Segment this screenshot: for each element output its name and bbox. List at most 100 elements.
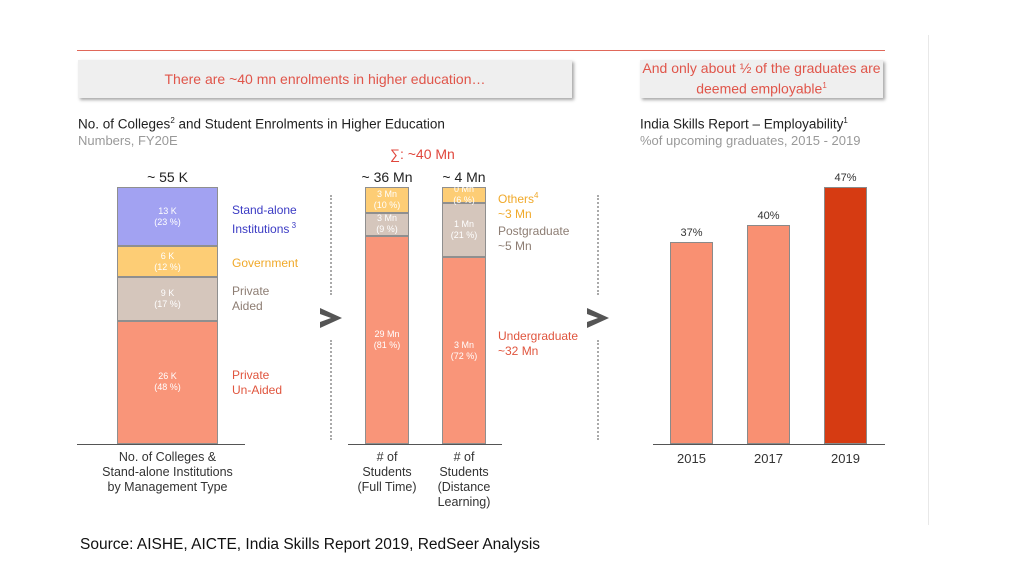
segment-value-label: 3 Mn: [376, 188, 397, 199]
segment-value-label: 6 K: [160, 250, 175, 261]
bar-total-label: ~ 4 Mn: [442, 169, 486, 185]
legend-line1: Private: [232, 284, 270, 298]
right-title-text: India Skills Report – Employability: [640, 116, 844, 132]
x-axis-label-line: Students: [439, 465, 489, 479]
legend-item: Undergraduate ~32 Mn: [498, 329, 578, 359]
x-axis-label-line: Students: [362, 465, 412, 479]
legend-line1: Undergraduate: [498, 329, 579, 343]
x-axis-label: # of Students (Distance Learning): [427, 450, 501, 510]
left-title-part2: and Student Enrolments in Higher Educati…: [174, 116, 445, 132]
stacked-segment-private-un-aided: 26 K (48 %): [117, 320, 218, 444]
x-axis-label-line: Learning): [437, 495, 491, 509]
stacked-segment-postgraduate: 1 Mn (21 %): [442, 202, 486, 258]
sigma-total-label: ∑: ~40 Mn: [390, 146, 455, 162]
bar-value-label: 47%: [834, 172, 857, 184]
segment-value-label: 9 K: [160, 287, 175, 298]
legend-line2: ~32 Mn: [498, 344, 539, 358]
segment-pct-label: (17 %): [154, 298, 181, 309]
stacked-segment-stand-alone-institutions: 13 K (23 %): [117, 187, 218, 247]
segment-value-label: 13 K: [158, 205, 177, 216]
left-title-part1: No. of Colleges: [78, 116, 171, 132]
x-axis-label-line: Stand-alone Institutions: [102, 465, 233, 479]
legend-line1: Others4: [498, 191, 539, 206]
segment-value-label: 26 K: [158, 371, 177, 382]
segment-pct-label: (48 %): [154, 382, 181, 393]
x-tick-label: 2015: [677, 451, 706, 466]
segment-value-label: 29 Mn: [374, 328, 400, 339]
legend-line2: Un-Aided: [232, 383, 283, 397]
stacked-segment-government: 6 K (12 %): [117, 246, 218, 277]
x-tick-label: 2017: [754, 451, 783, 466]
x-axis-line: [348, 444, 502, 445]
x-axis-label-line: by Management Type: [107, 480, 228, 494]
x-axis-label-line: # of: [376, 450, 398, 464]
legend-item: Government: [232, 256, 298, 271]
segment-value-label: 1 Mn: [453, 218, 474, 229]
x-axis-label-line: No. of Colleges &: [118, 450, 217, 464]
stacked-segment-private-aided: 9 K (17 %): [117, 276, 218, 321]
source-note: Source: AISHE, AICTE, India Skills Repor…: [80, 536, 541, 553]
legend-line2: Aided: [232, 299, 263, 313]
legend-item: Postgraduate ~5 Mn: [498, 224, 569, 254]
segment-value-label: 3 Mn: [376, 213, 397, 224]
bar-2015: [670, 241, 713, 444]
segment-pct-label: (6 %): [453, 194, 475, 205]
bar-2019: [824, 187, 867, 444]
legend-item: Private Un-Aided: [232, 368, 282, 398]
legend-line2: ~5 Mn: [498, 239, 532, 253]
legend-sup: 3: [289, 221, 297, 230]
dotted-separator-2: [597, 195, 599, 295]
bar-value-label: 40%: [757, 210, 780, 223]
legend-item: Others4 ~3 Mn: [498, 188, 538, 222]
x-axis-line: [77, 444, 245, 445]
right-banner-sup: 1: [822, 81, 827, 91]
x-axis-label-line: # of: [453, 450, 475, 464]
right-banner-line1: And only about ½ of the graduates are: [642, 60, 881, 77]
segment-pct-label: (12 %): [154, 261, 181, 272]
segment-pct-label: (81 %): [373, 339, 401, 350]
right-banner: And only about ½ of the graduates are de…: [640, 60, 883, 98]
x-axis-label: # of Students (Full Time): [350, 450, 424, 495]
left-banner: There are ~40 mn enrolments in higher ed…: [78, 60, 572, 98]
legend-item: Private Aided: [232, 284, 269, 314]
right-banner-line2-wrap: deemed employable1: [696, 77, 827, 98]
legend-line1: Government: [232, 256, 299, 270]
left-chart-subtitle: Numbers, FY20E: [78, 133, 178, 148]
segment-value-label: 0 Mn: [453, 183, 474, 194]
legend-line1: Postgraduate: [498, 224, 570, 238]
bar-total-label: ~ 36 Mn: [361, 169, 413, 185]
left-title-sup: 2: [170, 116, 175, 125]
stacked-segment-undergraduate: 3 Mn (72 %): [442, 257, 486, 444]
vertical-separator: [928, 35, 929, 525]
bar-total-label: ~ 55 K: [147, 169, 188, 185]
x-tick-label: 2019: [831, 451, 860, 466]
segment-pct-label: (23 %): [154, 216, 181, 227]
legend-item: Stand-alone Institutions 3: [232, 203, 297, 237]
dotted-separator-1b: [330, 340, 332, 440]
chevron-right-icon-1: [320, 308, 342, 328]
left-top-rule: [77, 50, 885, 51]
left-chart-title: No. of Colleges2 and Student Enrolments …: [78, 116, 445, 132]
segment-pct-label: (72 %): [450, 350, 478, 361]
legend-line1: Private: [232, 368, 270, 382]
right-banner-line2: deemed employable: [696, 80, 823, 97]
legend-sup: 4: [534, 191, 539, 200]
stacked-segment-others: 0 Mn (6 %): [442, 183, 486, 205]
stacked-segment-others: 3 Mn (10 %): [365, 187, 409, 213]
right-chart-title: India Skills Report – Employability1: [640, 116, 848, 132]
x-axis-line: [653, 444, 885, 445]
bar-2017: [747, 225, 790, 444]
dotted-separator-2b: [597, 340, 599, 440]
legend-line2: ~3 Mn: [498, 207, 532, 221]
right-chart-subtitle: %of upcoming graduates, 2015 - 2019: [640, 133, 861, 148]
x-axis-label-line: (Distance: [437, 480, 491, 494]
segment-pct-label: (9 %): [376, 224, 398, 235]
left-banner-text: There are ~40 mn enrolments in higher ed…: [164, 70, 486, 87]
stacked-segment-undergraduate: 29 Mn (81 %): [365, 235, 409, 444]
segment-value-label: 3 Mn: [453, 339, 474, 350]
legend-line1: Stand-alone: [232, 203, 297, 217]
segment-pct-label: (21 %): [450, 229, 478, 240]
x-axis-label: No. of Colleges & Stand-alone Institution…: [80, 450, 255, 495]
x-axis-label-line: (Full Time): [357, 480, 417, 494]
legend-line2: Institutions 3: [232, 221, 297, 236]
